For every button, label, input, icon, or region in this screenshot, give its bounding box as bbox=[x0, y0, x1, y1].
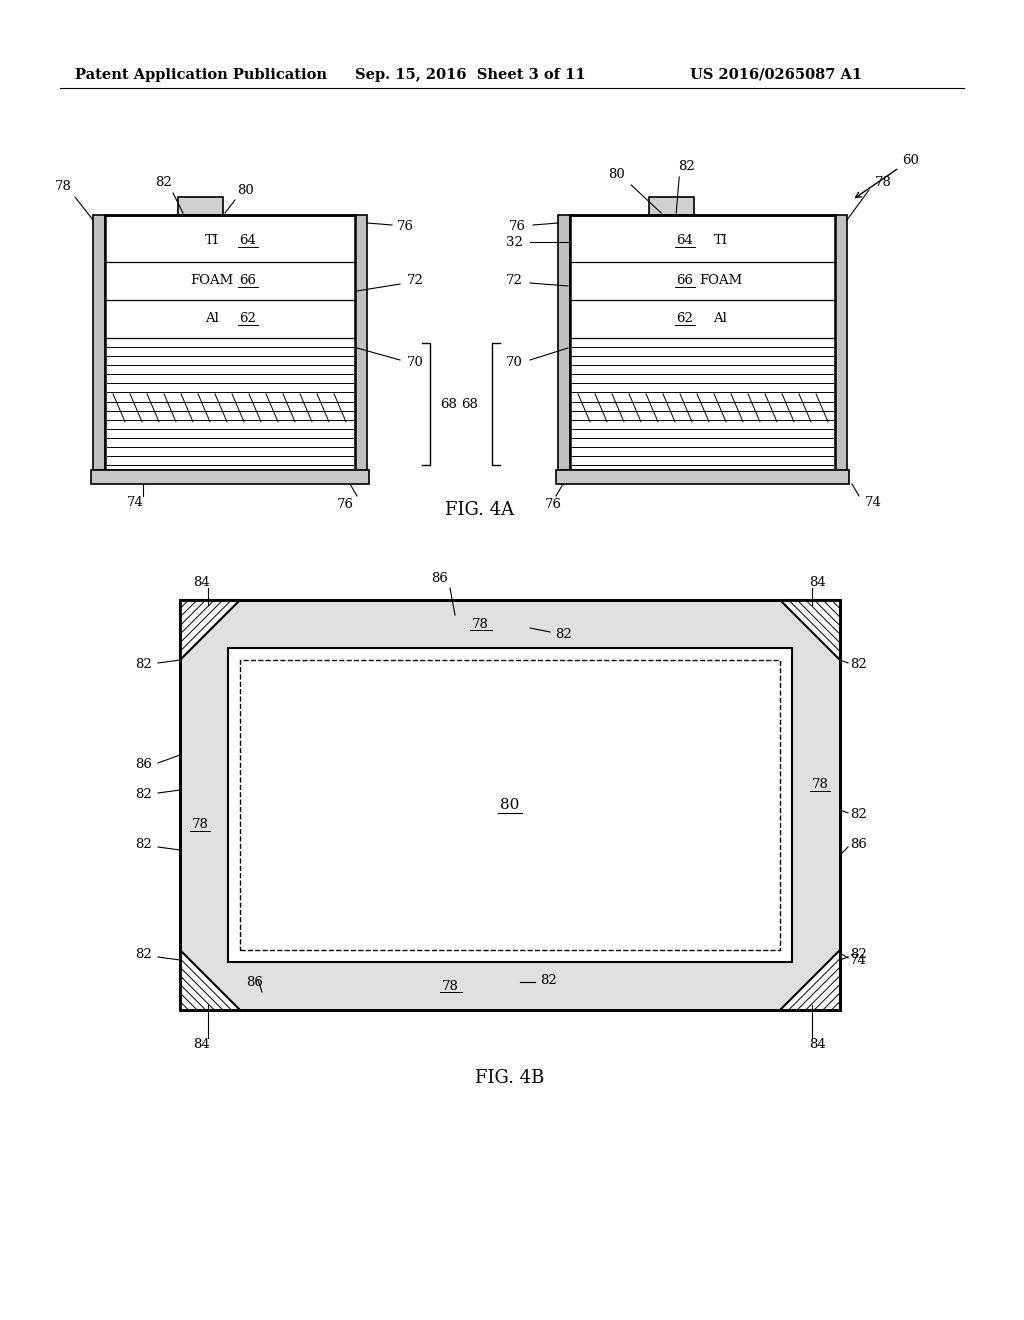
Text: 68: 68 bbox=[440, 397, 457, 411]
Text: 84: 84 bbox=[810, 576, 826, 589]
Text: 86: 86 bbox=[135, 759, 152, 771]
Text: 76: 76 bbox=[337, 499, 353, 511]
Polygon shape bbox=[780, 601, 840, 660]
Text: 66: 66 bbox=[240, 275, 256, 288]
Text: 80: 80 bbox=[608, 169, 625, 181]
Text: 82: 82 bbox=[850, 808, 866, 821]
Text: FOAM: FOAM bbox=[190, 275, 233, 288]
Text: Sep. 15, 2016  Sheet 3 of 11: Sep. 15, 2016 Sheet 3 of 11 bbox=[355, 69, 586, 82]
Text: 64: 64 bbox=[240, 235, 256, 248]
Text: Patent Application Publication: Patent Application Publication bbox=[75, 69, 327, 82]
Polygon shape bbox=[780, 950, 840, 1010]
Bar bbox=[180, 601, 840, 1010]
Text: 70: 70 bbox=[506, 356, 523, 370]
Text: 82: 82 bbox=[135, 949, 152, 961]
Text: TI: TI bbox=[205, 235, 219, 248]
Text: 74: 74 bbox=[127, 495, 143, 508]
Text: 66: 66 bbox=[676, 275, 693, 288]
Text: 62: 62 bbox=[676, 313, 693, 326]
Text: 72: 72 bbox=[407, 275, 424, 288]
Bar bbox=[228, 648, 792, 962]
Text: 84: 84 bbox=[194, 576, 210, 589]
Text: 86: 86 bbox=[850, 838, 867, 851]
Bar bbox=[558, 215, 570, 470]
Text: 82: 82 bbox=[540, 974, 557, 986]
Bar bbox=[240, 660, 780, 950]
Text: 78: 78 bbox=[472, 618, 488, 631]
Bar bbox=[91, 470, 369, 484]
Bar bbox=[93, 215, 105, 470]
Text: FIG. 4B: FIG. 4B bbox=[475, 1069, 545, 1086]
Text: 70: 70 bbox=[407, 356, 424, 370]
Text: 82: 82 bbox=[678, 161, 694, 173]
Text: Al: Al bbox=[205, 313, 219, 326]
Text: 80: 80 bbox=[501, 799, 520, 812]
Text: 32: 32 bbox=[506, 235, 523, 248]
Polygon shape bbox=[180, 601, 240, 660]
Bar bbox=[178, 197, 223, 215]
Text: Al: Al bbox=[714, 313, 727, 326]
Text: 82: 82 bbox=[135, 838, 152, 851]
Text: 80: 80 bbox=[237, 183, 253, 197]
Text: 86: 86 bbox=[431, 572, 449, 585]
Text: 78: 78 bbox=[812, 779, 828, 792]
Text: 78: 78 bbox=[441, 979, 459, 993]
Bar bbox=[570, 215, 835, 470]
Bar bbox=[105, 215, 355, 470]
Text: 78: 78 bbox=[191, 818, 209, 832]
Text: 82: 82 bbox=[555, 628, 571, 642]
Text: 82: 82 bbox=[135, 659, 152, 672]
Polygon shape bbox=[180, 950, 240, 1010]
Text: 82: 82 bbox=[850, 659, 866, 672]
Text: 74: 74 bbox=[850, 953, 867, 966]
Text: 76: 76 bbox=[545, 499, 561, 511]
Text: 68: 68 bbox=[461, 397, 478, 411]
Text: 60: 60 bbox=[856, 153, 919, 198]
Text: US 2016/0265087 A1: US 2016/0265087 A1 bbox=[690, 69, 862, 82]
Text: 84: 84 bbox=[810, 1039, 826, 1052]
Bar bbox=[556, 470, 849, 484]
Bar bbox=[355, 215, 367, 470]
Text: 74: 74 bbox=[865, 495, 882, 508]
Text: 86: 86 bbox=[247, 975, 263, 989]
Text: 82: 82 bbox=[155, 177, 171, 190]
Text: 78: 78 bbox=[54, 181, 72, 194]
Text: TI: TI bbox=[714, 235, 728, 248]
Text: 64: 64 bbox=[676, 235, 693, 248]
Text: 78: 78 bbox=[874, 177, 892, 190]
Text: 76: 76 bbox=[397, 220, 414, 234]
Text: FIG. 4A: FIG. 4A bbox=[445, 502, 515, 519]
Text: 84: 84 bbox=[194, 1039, 210, 1052]
Text: FOAM: FOAM bbox=[698, 275, 742, 288]
Bar bbox=[835, 215, 847, 470]
Bar bbox=[648, 197, 693, 215]
Text: 76: 76 bbox=[509, 220, 526, 234]
Text: 62: 62 bbox=[240, 313, 256, 326]
Text: 72: 72 bbox=[506, 275, 523, 288]
Bar bbox=[180, 601, 840, 1010]
Text: 82: 82 bbox=[850, 949, 866, 961]
Text: 82: 82 bbox=[135, 788, 152, 801]
